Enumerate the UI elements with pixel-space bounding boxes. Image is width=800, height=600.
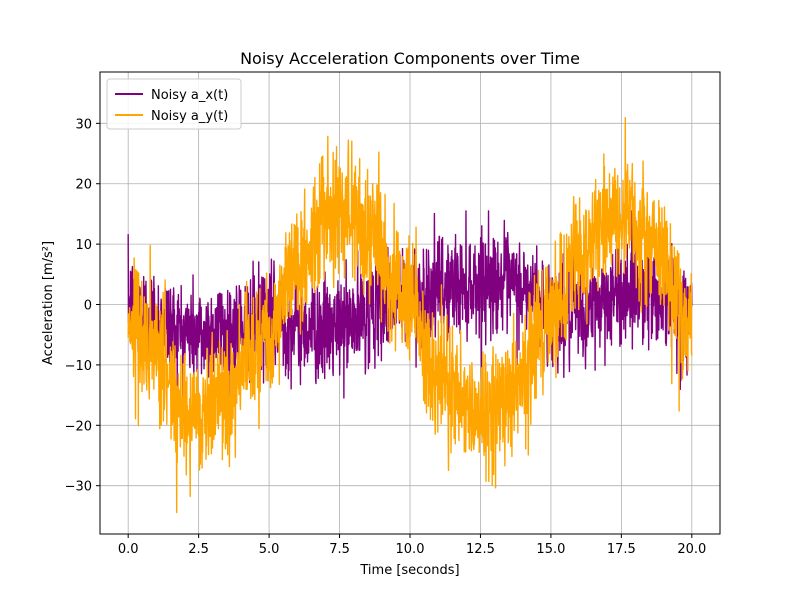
y-tick-label: 0 xyxy=(84,299,92,314)
legend-box xyxy=(106,78,242,130)
y-axis-label: Acceleration [m/s²] xyxy=(41,241,56,365)
x-tick-label: 12.5 xyxy=(466,542,495,557)
y-tick-label: −30 xyxy=(65,480,92,495)
chart-title: Noisy Acceleration Components over Time xyxy=(240,49,580,68)
series-line-ay xyxy=(127,117,693,514)
x-tick-label: 20.0 xyxy=(677,542,706,557)
legend-label: Noisy a_x(t) xyxy=(151,88,228,103)
y-tick-label: −20 xyxy=(65,419,92,434)
x-tick-label: 5.0 xyxy=(259,542,280,557)
y-tick-label: 30 xyxy=(75,117,92,132)
y-tick-label: −10 xyxy=(65,359,92,374)
x-tick-label: 17.5 xyxy=(607,542,636,557)
y-tick-label: 10 xyxy=(75,238,92,253)
x-tick-label: 0.0 xyxy=(118,542,139,557)
plot-series xyxy=(127,117,693,514)
legend-label: Noisy a_y(t) xyxy=(151,109,228,124)
x-tick-label: 2.5 xyxy=(188,542,209,557)
x-tick-label: 10.0 xyxy=(396,542,425,557)
x-tick-label: 7.5 xyxy=(329,542,350,557)
grid-lines xyxy=(100,72,720,534)
legend: Noisy a_x(t) Noisy a_y(t) xyxy=(106,78,242,130)
x-axis-label: Time [seconds] xyxy=(359,563,459,578)
axis-ticks: 0.0 2.5 5.0 7.5 10.0 12.5 15.0 17.5 20.0 −30 −20 −1… xyxy=(65,117,707,557)
y-tick-label: 20 xyxy=(75,178,92,193)
x-tick-label: 15.0 xyxy=(536,542,565,557)
